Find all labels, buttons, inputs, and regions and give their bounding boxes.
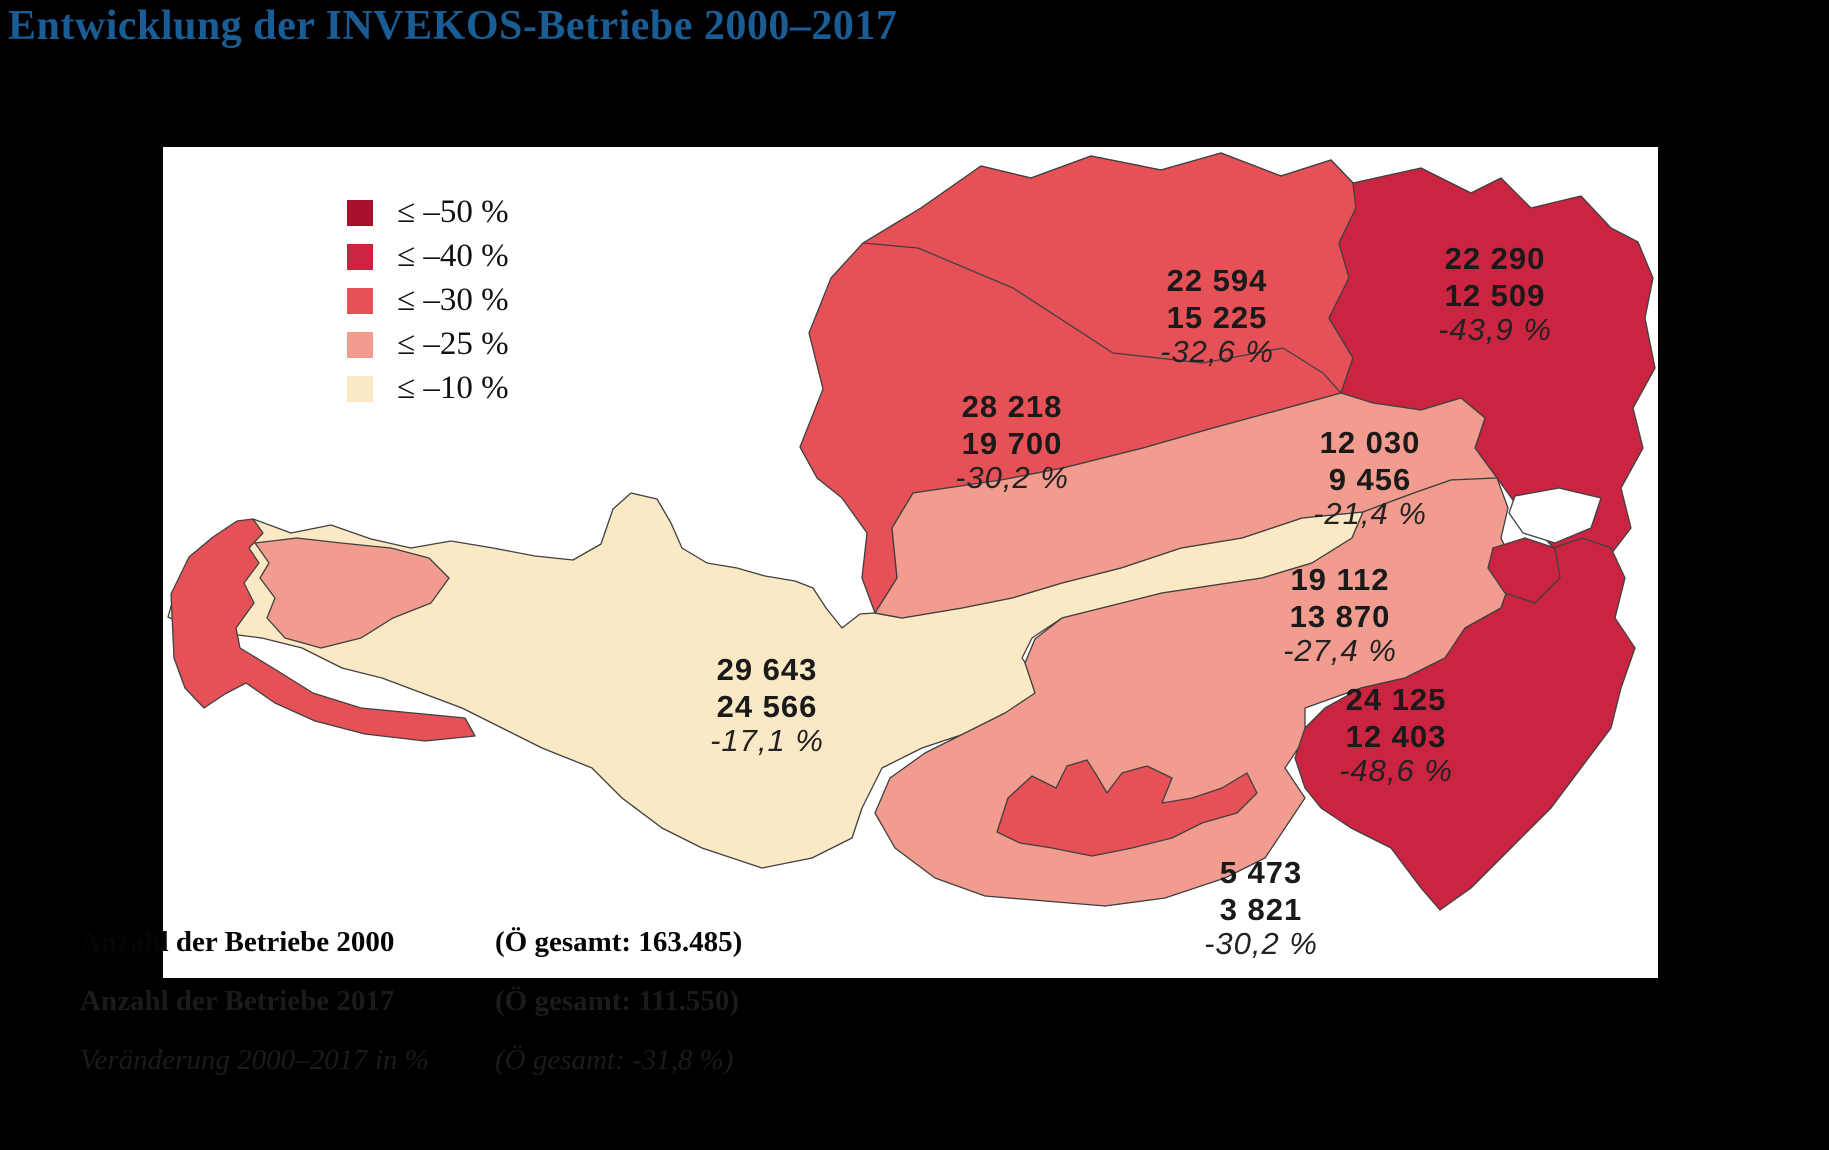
vienna-gap <box>1508 487 1602 544</box>
legend-swatch-30 <box>347 287 373 314</box>
region-label-2000: 24 125 <box>1346 682 1447 717</box>
footer-label-2017: Anzahl der Betriebe 2017 <box>80 985 395 1017</box>
legend-item-25: ≤ –25 % <box>347 326 509 362</box>
region-label-2000: 28 218 <box>962 389 1063 424</box>
legend-label-25: ≤ –25 % <box>397 326 509 362</box>
footer-label-2000: Anzahl der Betriebe 2000 <box>80 926 395 958</box>
region-label-2000: 12 030 <box>1320 425 1421 460</box>
region-label-2017: 19 700 <box>962 426 1063 461</box>
region-label-pct: -27,4 % <box>1283 633 1397 668</box>
region-label-2000: 29 643 <box>717 652 818 687</box>
legend-label-50: ≤ –50 % <box>397 194 509 230</box>
region-crimson-blob <box>1487 537 1561 604</box>
legend-item-40: ≤ –40 % <box>347 238 509 274</box>
region-label-2017: 9 456 <box>1329 462 1412 497</box>
region-label-pct: -30,2 % <box>1204 926 1318 961</box>
region-label-2017: 3 821 <box>1220 892 1303 927</box>
region-west-salmon <box>254 537 450 649</box>
legend-swatch-10 <box>347 375 373 402</box>
footer-label-change: Veränderung 2000–2017 in % <box>80 1044 429 1076</box>
map-legend: ≤ –50 % ≤ –40 % ≤ –30 % ≤ –25 % ≤ –10 % <box>347 194 509 419</box>
legend-item-30: ≤ –30 % <box>347 282 509 318</box>
region-label-pct: -17,1 % <box>710 723 824 758</box>
region-label-2000: 19 112 <box>1290 562 1389 597</box>
region-label-pct: -32,6 % <box>1160 334 1274 369</box>
region-label-2000: 22 290 <box>1445 241 1546 276</box>
region-west-red <box>170 518 476 742</box>
legend-label-10: ≤ –10 % <box>397 370 509 406</box>
legend-label-40: ≤ –40 % <box>397 238 509 274</box>
legend-swatch-40 <box>347 243 373 270</box>
region-label-2017: 12 403 <box>1346 719 1447 754</box>
map-panel: 29 643 24 566 -17,1 % 28 218 19 700 -30,2 % 22… <box>163 147 1658 978</box>
region-carinthia-red <box>996 759 1258 857</box>
region-label-pct: -48,6 % <box>1339 753 1453 788</box>
region-label-pct: -30,2 % <box>955 460 1069 495</box>
region-label-2017: 12 509 <box>1445 278 1546 313</box>
legend-label-30: ≤ –30 % <box>397 282 509 318</box>
footer-value-2000: (Ö gesamt: 163.485) <box>495 926 743 958</box>
page-title: Entwicklung der INVEKOS-Betriebe 2000–20… <box>8 3 898 49</box>
region-label-2000: 22 594 <box>1167 263 1268 298</box>
region-label-pct: -43,9 % <box>1438 312 1552 347</box>
footer-value-change: (Ö gesamt: -31,8 %) <box>495 1044 734 1076</box>
legend-item-10: ≤ –10 % <box>347 370 509 406</box>
region-label-pct: -21,4 % <box>1313 496 1427 531</box>
legend-item-50: ≤ –50 % <box>347 194 509 230</box>
footer-value-2017: (Ö gesamt: 111.550) <box>495 985 740 1017</box>
region-label-2000: 5 473 <box>1220 855 1303 890</box>
region-upper-salmon <box>874 392 1498 619</box>
legend-swatch-50 <box>347 199 373 226</box>
region-label-2017: 15 225 <box>1167 300 1268 335</box>
region-label-2017: 24 566 <box>717 689 818 724</box>
region-label-2017: 13 870 <box>1290 599 1391 634</box>
legend-swatch-25 <box>347 331 373 358</box>
